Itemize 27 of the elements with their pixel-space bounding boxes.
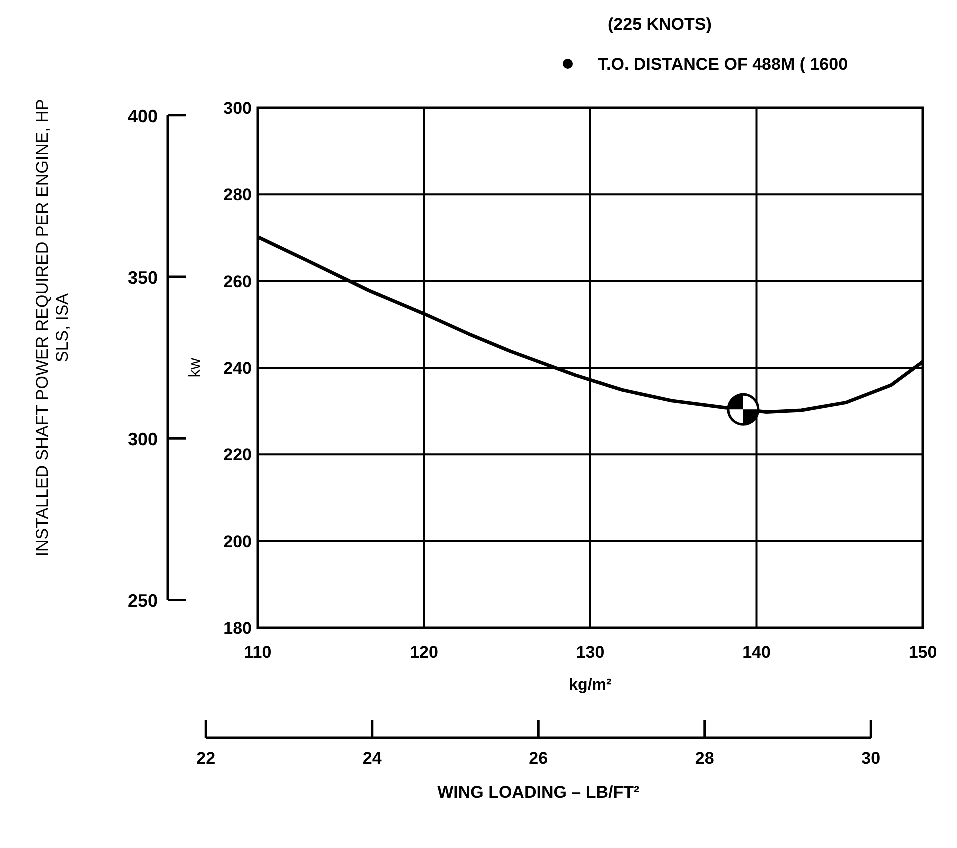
y2-tick-label: 350 xyxy=(128,268,158,288)
y-tick-label: 240 xyxy=(224,359,252,378)
x-axis-title: kg/m² xyxy=(569,677,612,694)
y2-tick-label: 250 xyxy=(128,591,158,612)
x2-axis-title: WING LOADING – LB/FT² xyxy=(438,783,640,802)
y2-axis-title: INSTALLED SHAFT POWER REQUIRED PER ENGINE, HP SLS, ISA xyxy=(33,99,72,557)
x2-tick-label: 24 xyxy=(362,749,382,768)
y-tick-label: 300 xyxy=(224,99,252,118)
y2-tick-label: 300 xyxy=(128,430,158,450)
y-axis-title: kw xyxy=(187,358,204,378)
x-tick-label: 120 xyxy=(410,643,438,662)
x-tick-label: 140 xyxy=(742,643,771,662)
x2-tick-label: 26 xyxy=(529,749,548,768)
x2-tick-label: 22 xyxy=(196,749,216,768)
y-tick-label: 260 xyxy=(224,272,252,292)
x2-tick-label: 28 xyxy=(695,749,714,768)
x-tick-label: 130 xyxy=(576,643,605,662)
x-tick-label: 110 xyxy=(244,643,272,662)
x-tick-label: 150 xyxy=(908,643,938,662)
y-tick-label: 280 xyxy=(224,186,252,205)
text: T.O. DISTANCE OF 488M ( 1600 xyxy=(598,55,848,74)
y-tick-label: 180 xyxy=(224,619,252,638)
x2-tick-label: 30 xyxy=(862,749,881,768)
y-tick-label: 220 xyxy=(224,446,252,465)
text: (225 KNOTS) xyxy=(608,15,712,34)
y2-tick-label: 400 xyxy=(128,106,158,126)
y-tick-label: 200 xyxy=(224,532,252,552)
